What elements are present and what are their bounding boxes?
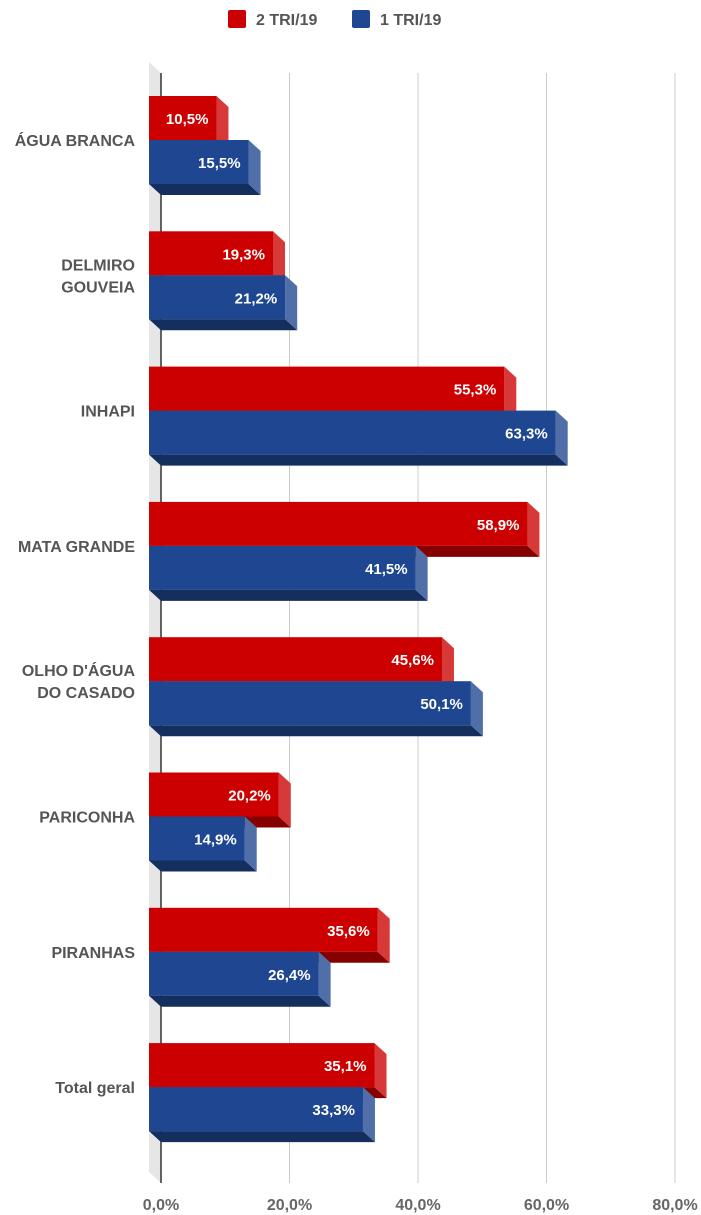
data-label: 35,6% bbox=[327, 923, 370, 940]
bar-side-face bbox=[527, 501, 540, 557]
bar-side-face bbox=[470, 681, 483, 737]
bar-bottom-face bbox=[149, 995, 331, 1007]
bar-side-face bbox=[248, 140, 261, 195]
bar-series-1 bbox=[149, 231, 274, 276]
bar-bottom-face bbox=[149, 589, 428, 601]
bar-side-face bbox=[216, 96, 229, 151]
bar-bottom-face bbox=[149, 860, 257, 872]
data-label: 63,3% bbox=[505, 426, 548, 443]
legend-label: 1 TRI/19 bbox=[380, 12, 441, 29]
x-tick-label: 0,0% bbox=[143, 1197, 179, 1214]
data-label: 14,9% bbox=[194, 832, 237, 849]
category-label: PARICONHA bbox=[39, 810, 135, 827]
bar-series-2 bbox=[149, 816, 245, 861]
bar-side-face bbox=[244, 816, 257, 872]
chart-side-wall bbox=[149, 62, 161, 1183]
bar-series-1 bbox=[149, 772, 279, 817]
category-label: MATA GRANDE bbox=[18, 539, 135, 556]
bar-bottom-face bbox=[149, 725, 483, 737]
bar-series-2 bbox=[149, 410, 556, 455]
bar-side-face bbox=[415, 545, 428, 601]
bar-series-2 bbox=[149, 1087, 363, 1132]
bar-side-face bbox=[273, 231, 286, 287]
legend-swatch bbox=[228, 10, 246, 28]
bar-series-1 bbox=[149, 1043, 375, 1088]
data-label: 41,5% bbox=[365, 561, 408, 578]
data-label: 35,1% bbox=[324, 1058, 367, 1075]
x-tick-label: 60,0% bbox=[524, 1197, 569, 1214]
category-label: ÁGUA BRANCA bbox=[15, 131, 136, 150]
bar-series-1 bbox=[149, 907, 378, 952]
bar-side-face bbox=[555, 410, 568, 466]
bar-series-1 bbox=[149, 366, 505, 411]
bar-bottom-face bbox=[149, 319, 298, 331]
x-tick-label: 40,0% bbox=[395, 1197, 440, 1214]
bar-side-face bbox=[377, 907, 390, 963]
category-label: PIRANHAS bbox=[51, 945, 135, 962]
category-label: GOUVEIA bbox=[61, 279, 135, 296]
data-label: 50,1% bbox=[420, 696, 463, 713]
bar-side-face bbox=[374, 1043, 387, 1099]
bar-side-face bbox=[504, 366, 517, 422]
category-label: OLHO D'ÁGUA bbox=[22, 661, 136, 680]
bar-side-face bbox=[285, 275, 298, 331]
category-label: DO CASADO bbox=[37, 685, 135, 702]
bar-series-2 bbox=[149, 951, 319, 996]
bar-side-face bbox=[441, 637, 454, 693]
x-tick-label: 20,0% bbox=[267, 1197, 312, 1214]
data-label: 19,3% bbox=[222, 246, 265, 263]
data-label: 58,9% bbox=[477, 517, 520, 534]
bar-side-face bbox=[318, 951, 331, 1007]
category-label: Total geral bbox=[55, 1080, 135, 1097]
x-tick-label: 80,0% bbox=[652, 1197, 697, 1214]
legend-swatch bbox=[352, 10, 370, 28]
data-label: 55,3% bbox=[454, 382, 497, 399]
bar-side-face bbox=[362, 1087, 375, 1143]
bar-series-2 bbox=[149, 545, 416, 590]
bar-series-2 bbox=[149, 140, 249, 184]
category-label: DELMIRO bbox=[61, 257, 135, 274]
bar-series-2 bbox=[149, 275, 286, 320]
data-label: 10,5% bbox=[166, 111, 209, 128]
bar-side-face bbox=[278, 772, 291, 828]
bar-bottom-face bbox=[149, 454, 568, 466]
data-label: 33,3% bbox=[312, 1102, 355, 1119]
data-label: 45,6% bbox=[391, 652, 434, 669]
legend-label: 2 TRI/19 bbox=[256, 12, 317, 29]
data-label: 20,2% bbox=[228, 788, 271, 805]
bar-bottom-face bbox=[149, 184, 261, 195]
data-label: 21,2% bbox=[235, 290, 278, 307]
category-label: INHAPI bbox=[81, 404, 135, 421]
bar-series-1 bbox=[149, 96, 217, 140]
bar-series-1 bbox=[149, 637, 442, 682]
data-label: 26,4% bbox=[268, 967, 311, 984]
bar-bottom-face bbox=[149, 1131, 375, 1143]
data-label: 15,5% bbox=[198, 155, 241, 172]
bar-series-1 bbox=[149, 501, 528, 546]
bar-series-2 bbox=[149, 681, 471, 726]
